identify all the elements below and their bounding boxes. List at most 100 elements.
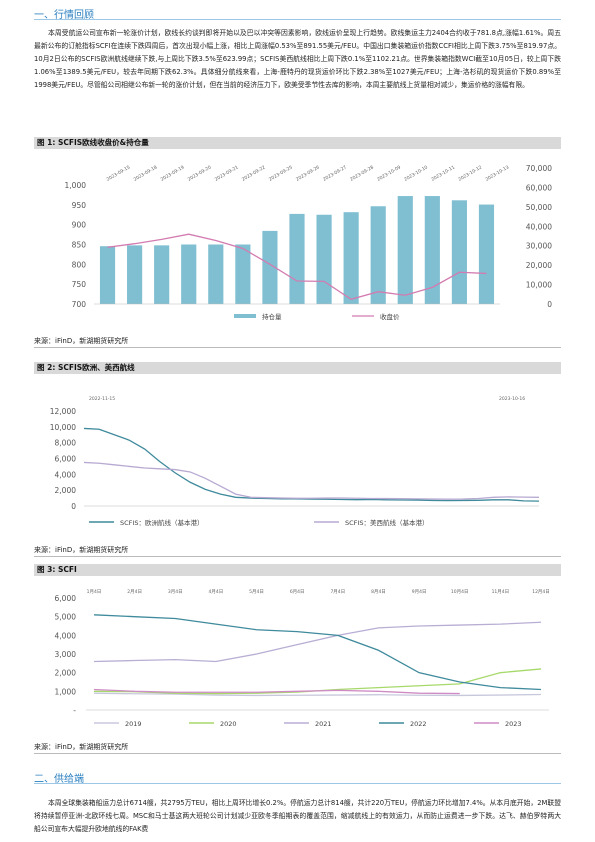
bar — [181, 244, 197, 304]
section-title-rule — [34, 783, 561, 784]
y-left-tick-label: 900 — [72, 221, 87, 230]
bar — [424, 196, 440, 304]
x-tick-label: 3月4日 — [168, 589, 183, 595]
y-right-tick-label: 40,000 — [526, 222, 552, 231]
y-tick-label: 10,000 — [50, 423, 76, 432]
bar — [451, 200, 467, 304]
y-right-tick-label: 10,000 — [526, 281, 552, 290]
bar — [316, 214, 332, 304]
y-tick-label: 6,000 — [55, 455, 77, 464]
legend-label-uswest: SCFIS：美西航线（基本港） — [345, 518, 428, 527]
x-tick-label: 2023-09-15 — [106, 164, 132, 182]
section-title-market-review: 一、行情回顾 — [34, 6, 561, 21]
y-tick-label: 8,000 — [55, 439, 77, 448]
legend-label-close: 收盘价 — [380, 312, 400, 321]
x-tick-label: 5月4日 — [249, 589, 264, 595]
y-right-tick-label: 50,000 — [526, 203, 552, 212]
bar — [99, 246, 116, 304]
legend-label-europe: SCFIS：欧洲航线（基本港） — [120, 518, 203, 527]
x-tick-label: 2023-09-22 — [241, 164, 267, 182]
figure-2-title: 图 2: SCFIS欧洲、美西航线 — [34, 362, 561, 374]
section-title-rule — [34, 19, 561, 20]
x-tick-label: 11月4日 — [492, 589, 510, 595]
line-series — [107, 233, 487, 300]
y-right-tick-label: 60,000 — [526, 183, 552, 192]
x-tick-label: 6月4日 — [290, 589, 305, 595]
y-left-tick-label: 950 — [72, 201, 87, 210]
x-tick-label: 10月4日 — [451, 589, 469, 595]
x-tick-label: 4月4日 — [209, 589, 224, 595]
y-right-tick-label: 30,000 — [526, 242, 552, 251]
y-tick-label: - — [73, 706, 76, 715]
y-right-tick-label: 0 — [547, 300, 552, 309]
x-start-label: 2022-11-15 — [89, 396, 115, 402]
legend-label: 2022 — [410, 720, 427, 728]
figure-3-source: 来源：iFinD，新湖期货研究所 — [34, 743, 129, 751]
market-review-paragraph: 本周受航运公司宣布新一轮涨价计划，欧线长约谈判即将开始以及巴以冲突等因素影响，欧… — [34, 27, 561, 92]
y-tick-label: 1,000 — [55, 687, 77, 696]
x-tick-label: 2023-09-25 — [268, 164, 294, 182]
y-left-tick-label: 1,000 — [65, 181, 87, 190]
y-tick-label: 12,000 — [50, 407, 76, 416]
x-tick-label: 9月4日 — [412, 589, 427, 595]
x-tick-label: 2023-10-11 — [430, 164, 456, 182]
x-tick-label: 2023-09-21 — [214, 164, 240, 182]
legend-swatch-open-interest — [234, 314, 256, 318]
figure-1-chart: 1,000 950 900 850 800 750 700 70,000 60,000 50,00… — [65, 164, 553, 321]
x-tick-label: 7月4日 — [330, 589, 345, 595]
bar — [370, 206, 386, 304]
legend-label-open-interest: 持仓量 — [262, 312, 282, 321]
y-right-tick-label: 20,000 — [526, 261, 552, 270]
x-tick-label: 2023-10-13 — [484, 164, 510, 182]
x-tick-label: 2023-09-18 — [133, 164, 159, 182]
y-tick-label: 2,000 — [55, 669, 77, 678]
x-tick-label: 2023-09-28 — [349, 164, 375, 182]
figure-2-source: 来源：iFinD，新湖期货研究所 — [34, 546, 129, 554]
x-end-label: 2023-10-16 — [499, 396, 525, 402]
x-tick-label: 2023-09-26 — [295, 164, 321, 182]
x-tick-label: 2023-10-12 — [457, 164, 483, 182]
x-tick-label: 2023-09-20 — [187, 164, 213, 182]
figure-1-source-rule — [34, 347, 561, 348]
section-title-text: 一、行情回顾 — [34, 9, 94, 21]
figure-1-source: 来源：iFinD，新湖期货研究所 — [34, 337, 129, 345]
supply-paragraph: 本周全球集装箱船运力总计6714艘，共2795万TEU，相比上周环比增长0.2%… — [34, 797, 561, 836]
figure-1-title: 图 1: SCFIS欧线收盘价&持仓量 — [34, 137, 561, 149]
line-series — [83, 427, 540, 502]
bar — [235, 244, 251, 304]
x-tick-label: 12月4日 — [532, 589, 550, 595]
y-tick-label: 6,000 — [55, 594, 77, 603]
figure-3-chart: 6,000 5,000 4,000 3,000 2,000 1,000 - 1月4日 2月4日 3… — [55, 589, 550, 728]
y-left-tick-label: 800 — [72, 260, 87, 269]
x-tick-label: 2月4日 — [127, 589, 142, 595]
section-title-supply: 二、供给端 — [34, 770, 561, 785]
bar — [262, 230, 278, 304]
bar — [127, 245, 143, 304]
figure-3-source-rule — [34, 753, 561, 754]
figure-2-source-rule — [34, 556, 561, 557]
y-left-tick-label: 750 — [72, 280, 87, 289]
line-series — [93, 614, 542, 691]
x-tick-label: 2023-10-09 — [376, 164, 402, 182]
supply-text: 本周全球集装箱船运力总计6714艘，共2795万TEU，相比上周环比增长0.2%… — [34, 799, 561, 833]
figure-3-title: 图 3: SCFI — [34, 564, 561, 576]
y-tick-label: 5,000 — [55, 613, 77, 622]
market-review-text: 本周受航运公司宣布新一轮涨价计划，欧线长约谈判即将开始以及巴以冲突等因素影响，欧… — [34, 29, 561, 89]
legend-label: 2019 — [125, 720, 142, 728]
x-tick-label: 2023-09-27 — [322, 164, 348, 182]
y-right-tick-label: 70,000 — [526, 164, 552, 173]
y-tick-label: 4,000 — [55, 631, 77, 640]
bar — [478, 204, 495, 304]
line-series — [93, 688, 460, 695]
y-tick-label: 4,000 — [55, 470, 77, 479]
bar — [343, 212, 359, 304]
x-tick-label: 8月4日 — [371, 589, 386, 595]
figure-2-chart: 12,000 10,000 8,000 6,000 4,000 2,000 0 2022-11… — [50, 396, 540, 527]
legend-label: 2023 — [505, 720, 522, 728]
y-left-tick-label: 700 — [72, 300, 87, 309]
bar — [397, 196, 413, 304]
x-tick-label: 2023-09-19 — [160, 164, 186, 182]
section-title-text: 二、供给端 — [34, 773, 84, 785]
y-left-tick-label: 850 — [72, 241, 87, 250]
y-tick-label: 3,000 — [55, 650, 77, 659]
